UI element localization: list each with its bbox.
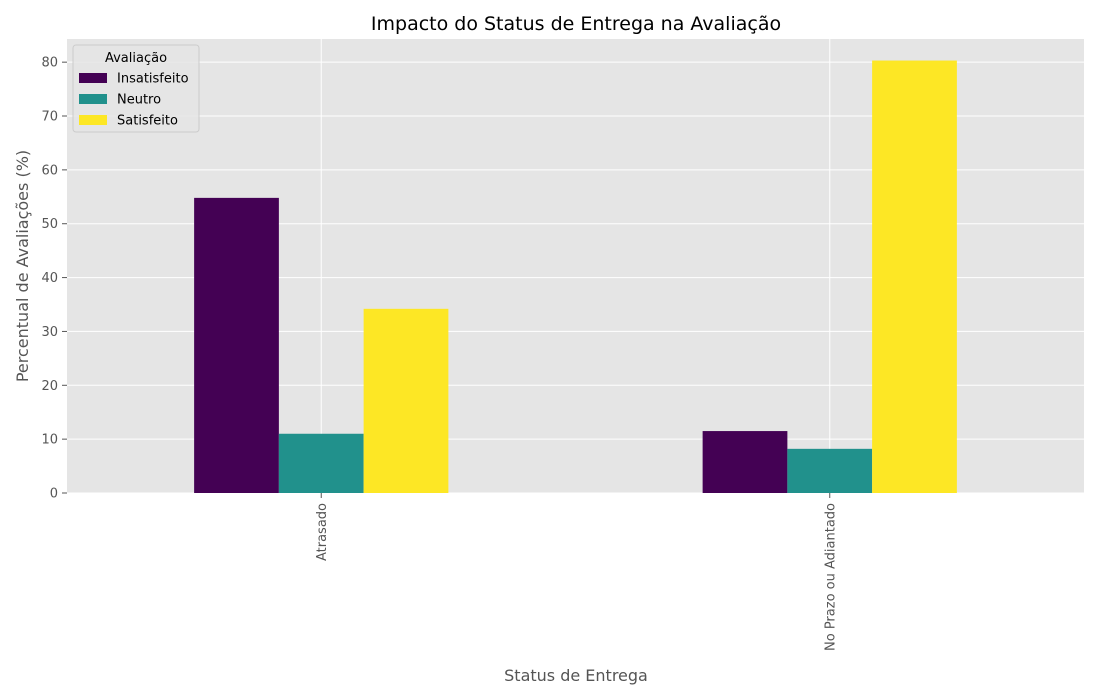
legend-swatch-neutro [79, 94, 107, 104]
legend-title: Avaliação [105, 51, 167, 66]
bars [194, 60, 957, 493]
y-axis-ticks: 0 10 20 30 40 50 60 70 80 [41, 56, 67, 502]
y-tick-label: 10 [41, 433, 58, 448]
legend: Avaliação Insatisfeito Neutro Satisfeito [72, 44, 200, 133]
x-tick-label: No Prazo ou Adiantado [823, 503, 838, 651]
bar-neutro-1 [278, 433, 364, 493]
y-tick-label: 80 [41, 56, 58, 71]
legend-label-neutro: Neutro [117, 93, 161, 108]
x-axis-label: Status de Entrega [504, 666, 648, 685]
legend-swatch-satisfeito [79, 115, 107, 125]
bar-satisfeito-1 [363, 308, 449, 493]
y-tick-label: 70 [41, 110, 58, 125]
legend-swatch-insatisfeito [79, 73, 107, 83]
bar-neutro-2 [787, 448, 873, 493]
y-tick-label: 50 [41, 217, 58, 232]
y-tick-label: 40 [41, 271, 58, 286]
y-axis-label: Percentual de Avaliações (%) [13, 150, 32, 382]
bar-insatisfeito-1 [194, 197, 279, 493]
chart-title: Impacto do Status de Entrega na Avaliaçã… [371, 13, 781, 35]
legend-box [72, 44, 200, 133]
x-tick-label: Atrasado [315, 503, 330, 561]
y-tick-label: 60 [41, 163, 58, 178]
bar-satisfeito-2 [872, 60, 957, 493]
y-tick-label: 0 [50, 487, 58, 502]
y-tick-label: 30 [41, 325, 58, 340]
bar-insatisfeito-2 [702, 431, 788, 493]
y-tick-label: 20 [41, 379, 58, 394]
legend-label-satisfeito: Satisfeito [117, 114, 178, 129]
legend-label-insatisfeito: Insatisfeito [117, 72, 189, 87]
x-axis-ticks: Atrasado No Prazo ou Adiantado [315, 493, 838, 651]
